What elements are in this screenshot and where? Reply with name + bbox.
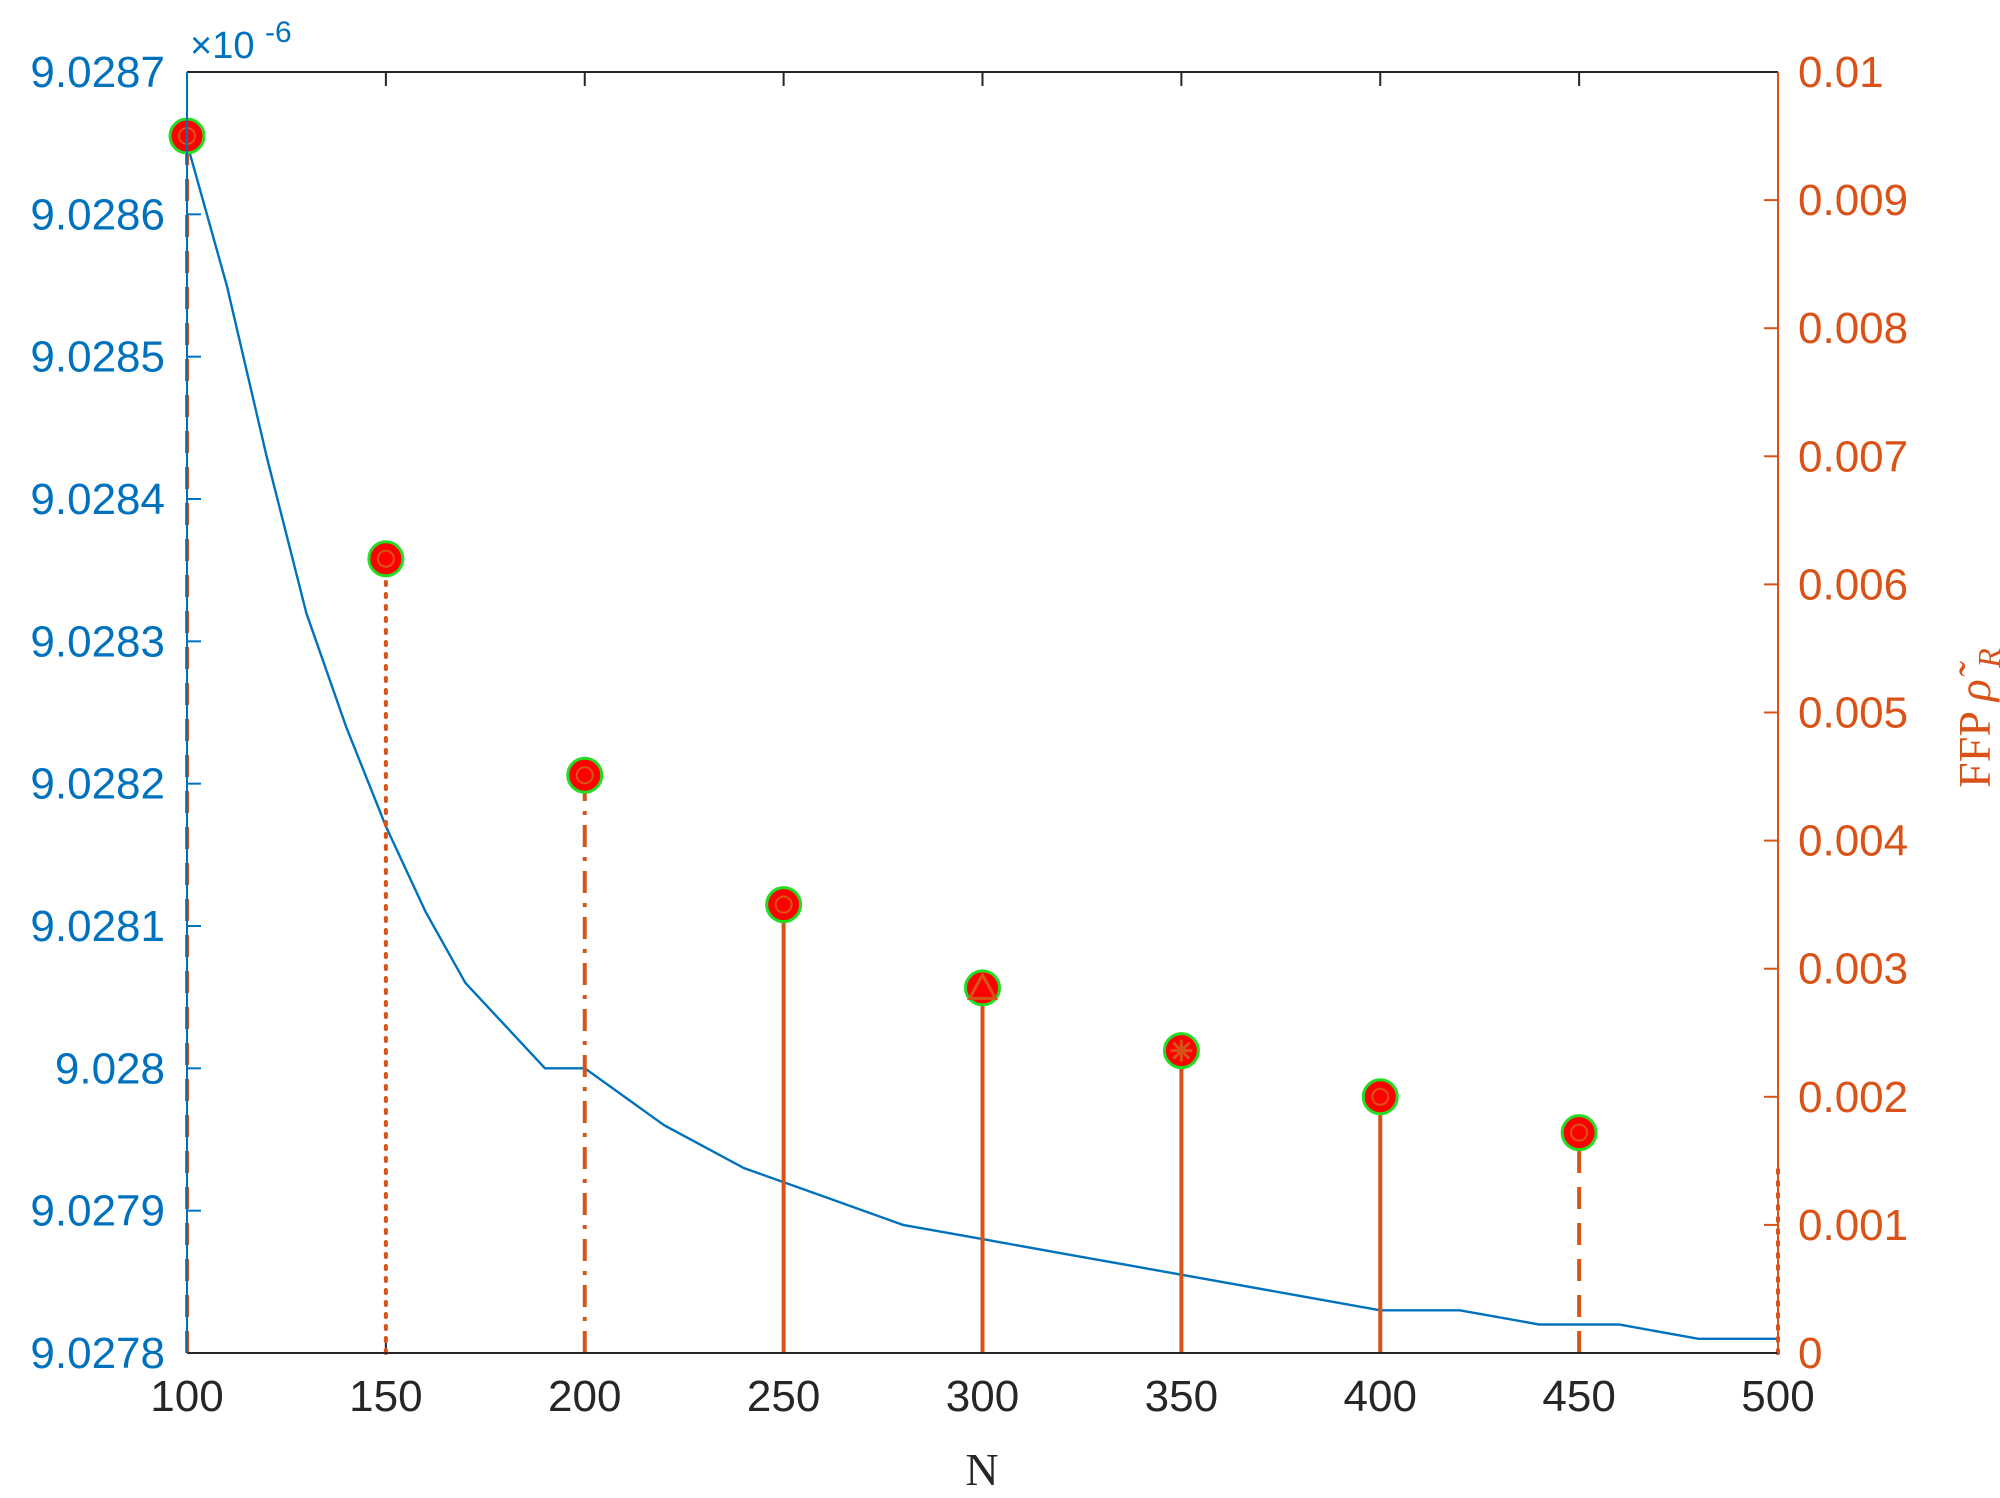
right-tick-label: 0.01 [1798, 48, 1884, 97]
right-axis-label: FFP ρ̃ R [1949, 648, 2000, 788]
stem-marker [1560, 1114, 1598, 1152]
svg-text:FFP ρ̃ R: FFP ρ̃ R [1949, 648, 2000, 788]
axes-layer [186, 71, 1779, 1354]
stem-marker-asterisk [1170, 1039, 1193, 1062]
exponent-label-prefix: ×10 [190, 25, 254, 67]
x-tick-label: 200 [548, 1372, 621, 1421]
x-tick-label: 400 [1344, 1372, 1417, 1421]
left-tick-label: 9.0282 [30, 760, 165, 809]
right-tick-label: 0 [1798, 1329, 1822, 1378]
left-tick-label: 9.0287 [30, 48, 165, 97]
right-axis-label-subscript: R [1971, 648, 2000, 669]
left-tick-labels: 9.0278 9.0279 9.028 9.0281 9.0282 9.0283 9.028… [30, 48, 165, 1378]
right-tick-label: 0.003 [1798, 945, 1908, 994]
stem-marker-inner [774, 895, 793, 914]
stem-marker [964, 969, 1001, 1007]
right-tick-labels: 0 0.001 0.002 0.003 0.004 0.005 0.006 0.007 0.00… [1798, 48, 1908, 1378]
right-tick-label: 0.001 [1798, 1201, 1908, 1250]
x-tick-label: 100 [150, 1372, 223, 1421]
exponent-label-power: -6 [265, 16, 292, 49]
left-tick-label: 9.0283 [30, 617, 165, 666]
stem-marker [1361, 1078, 1399, 1116]
right-tick-label: 0.002 [1798, 1073, 1908, 1122]
right-tick-label: 0.009 [1798, 176, 1908, 225]
stem-marker-inner [1570, 1123, 1589, 1142]
left-tick-label: 9.0278 [30, 1329, 165, 1378]
left-tick-label: 9.0281 [30, 902, 165, 951]
x-tick-label: 250 [747, 1372, 820, 1421]
stem-marker [765, 886, 803, 924]
x-tick-label: 450 [1542, 1372, 1615, 1421]
right-tick-label: 0.004 [1798, 817, 1908, 866]
stem-marker-triangle [966, 971, 999, 1000]
right-tick-label: 0.007 [1798, 432, 1908, 481]
right-tick-label: 0.005 [1798, 689, 1908, 738]
x-tick-label: 150 [349, 1372, 422, 1421]
right-tick-label: 0.006 [1798, 560, 1908, 609]
stem-marker [367, 540, 405, 578]
stem-marker-inner [1371, 1087, 1390, 1106]
stem-marker-inner [575, 766, 594, 785]
stem-marker-inner [376, 549, 395, 568]
right-axis-label-text: FFP [1949, 713, 2000, 788]
x-tick-label: 500 [1741, 1372, 1814, 1421]
left-tick-label: 9.0285 [30, 333, 165, 382]
left-tick-label: 9.0279 [30, 1187, 165, 1236]
left-tick-label: 9.0284 [30, 475, 165, 524]
x-axis-label: N [965, 1444, 998, 1495]
left-tick-label: 9.028 [55, 1044, 165, 1093]
stem-marker [566, 756, 604, 794]
x-tick-label: 350 [1145, 1372, 1218, 1421]
exponent-label: ×10 -6 [190, 16, 292, 67]
x-tick-label: 300 [946, 1372, 1019, 1421]
left-tick-label: 9.0286 [30, 190, 165, 239]
right-tick-label: 0.008 [1798, 304, 1908, 353]
x-tick-labels: 100 150 200 250 300 350 400 450 500 [150, 1372, 1814, 1421]
